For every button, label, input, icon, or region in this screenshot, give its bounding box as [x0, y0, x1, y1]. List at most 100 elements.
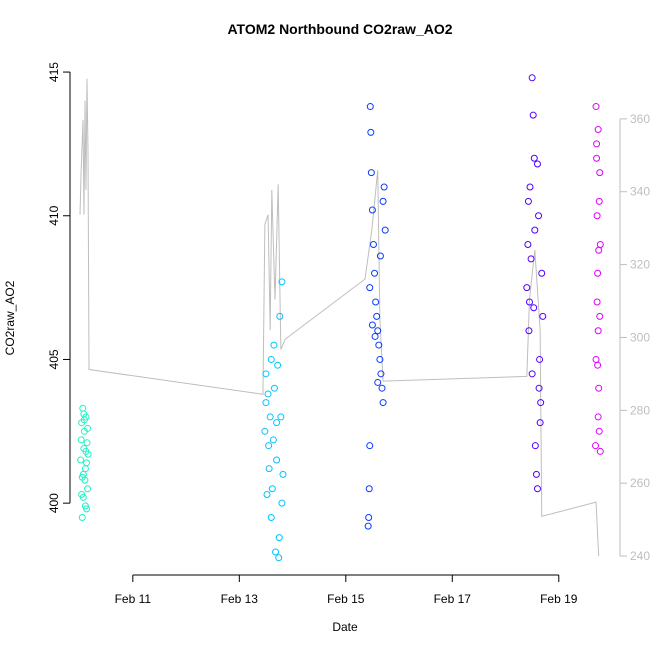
point [596, 447, 604, 455]
point [265, 465, 273, 473]
point [595, 384, 603, 392]
point [77, 456, 85, 464]
y2-tick-label: 300 [630, 330, 650, 344]
point [524, 197, 532, 205]
point [269, 436, 277, 444]
point [532, 470, 540, 478]
point [374, 378, 382, 386]
point [531, 442, 539, 450]
point [592, 442, 600, 450]
y-tick-label: 405 [47, 349, 61, 369]
point [539, 312, 547, 320]
point [594, 126, 602, 134]
x-tick-label: Feb 19 [540, 592, 578, 606]
point [592, 355, 600, 363]
point [531, 226, 539, 234]
point [261, 427, 269, 435]
y2-tick-label: 320 [630, 258, 650, 272]
point [524, 240, 532, 248]
point [83, 459, 91, 467]
point [270, 341, 278, 349]
point [594, 361, 602, 369]
point [527, 255, 535, 263]
x-axis-label: Date [332, 620, 358, 634]
point [373, 312, 381, 320]
point [372, 298, 380, 306]
point [536, 419, 544, 427]
point [523, 284, 531, 292]
point [380, 183, 388, 191]
point [525, 298, 533, 306]
point [529, 111, 537, 119]
point [526, 183, 534, 191]
point [594, 269, 602, 277]
point [379, 197, 387, 205]
line [79, 78, 600, 557]
point [366, 442, 374, 450]
point [535, 212, 543, 220]
y2-tick-label: 240 [630, 549, 650, 563]
point [264, 390, 272, 398]
x-tick-label: Feb 17 [434, 592, 472, 606]
y-tick-label: 410 [47, 205, 61, 225]
point [84, 424, 92, 432]
point [595, 246, 603, 254]
point [279, 470, 287, 478]
point [528, 370, 536, 378]
point [533, 160, 541, 168]
point [375, 341, 383, 349]
point [275, 554, 283, 562]
y2-tick-label: 260 [630, 476, 650, 490]
y-tick-label: 400 [47, 493, 61, 513]
point [378, 384, 386, 392]
point [593, 154, 601, 162]
y-axis-label: CO2raw_AO2 [3, 280, 17, 355]
point [525, 327, 533, 335]
point [84, 485, 92, 493]
point [79, 470, 87, 478]
point [268, 485, 276, 493]
point [376, 252, 384, 260]
point [367, 128, 375, 136]
point [79, 404, 87, 412]
point [530, 154, 538, 162]
point [537, 399, 545, 407]
point [274, 361, 282, 369]
point [367, 169, 375, 177]
point [83, 439, 91, 447]
point [266, 413, 274, 421]
point [594, 327, 602, 335]
point [535, 384, 543, 392]
point [81, 465, 89, 473]
point [364, 522, 372, 530]
point [77, 436, 85, 444]
point [273, 456, 281, 464]
point [593, 298, 601, 306]
point [594, 413, 602, 421]
point [596, 240, 604, 248]
point [262, 370, 270, 378]
y2-tick-label: 340 [630, 185, 650, 199]
point [78, 514, 86, 522]
point [275, 534, 283, 542]
point [272, 548, 280, 556]
point [369, 240, 377, 248]
point [277, 413, 285, 421]
point [270, 384, 278, 392]
point [374, 327, 382, 335]
point [377, 370, 385, 378]
point [596, 312, 604, 320]
point [80, 410, 88, 418]
point [371, 269, 379, 277]
point [381, 226, 389, 234]
point [593, 140, 601, 148]
point [371, 332, 379, 340]
chart-title: ATOM2 Northbound CO2raw_AO2 [227, 21, 452, 37]
point [78, 491, 86, 499]
point [267, 355, 275, 363]
point [368, 321, 376, 329]
x-tick-label: Feb 13 [221, 592, 259, 606]
point [263, 491, 271, 499]
point [276, 312, 284, 320]
